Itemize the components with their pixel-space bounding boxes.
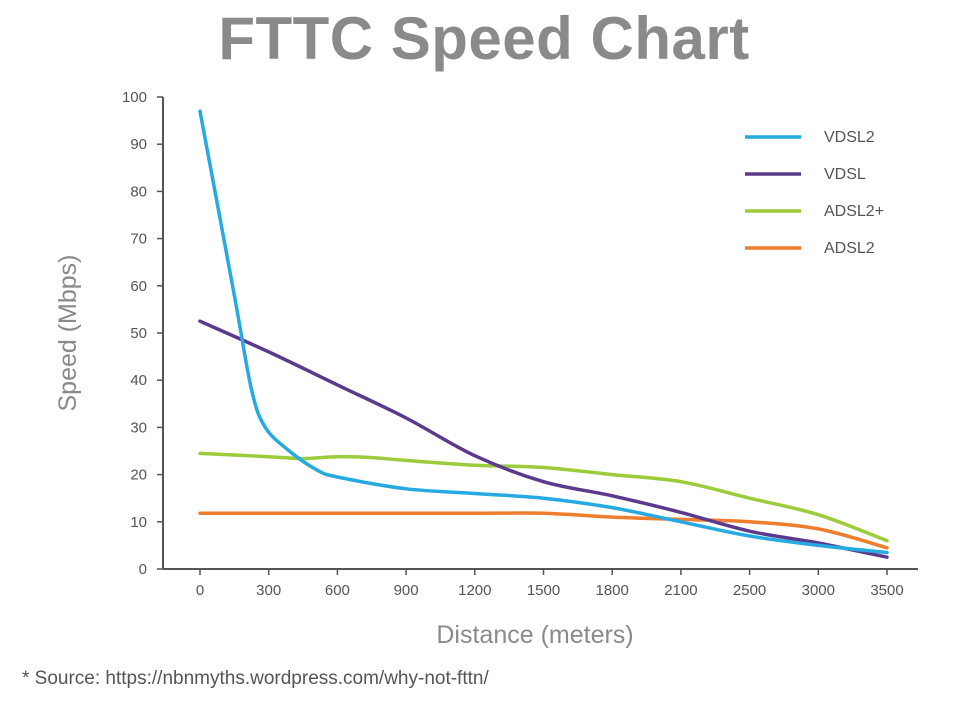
legend-label-vdsl: VDSL [824,166,866,183]
chart-title: FTTC Speed Chart [218,5,750,72]
series-line-adsl2 [198,511,889,550]
y-tick-label: 30 [130,419,147,436]
y-axis-title: Speed (Mbps) [54,254,82,411]
x-axis-title: Distance (meters) [436,621,633,649]
source-note: * Source: https://nbnmyths.wordpress.com… [22,668,489,689]
y-tick-label: 70 [130,231,147,248]
x-tick-label: 2500 [733,582,766,599]
y-tick-label: 80 [130,183,147,200]
x-tick-label: 1200 [458,582,491,599]
y-tick-label: 0 [139,561,147,578]
x-tick-label: 1500 [527,582,560,599]
y-tick-label: 60 [130,278,147,295]
x-tick-label: 300 [256,582,281,599]
y-tick-label: 10 [130,514,147,531]
x-tick-label: 1800 [596,582,629,599]
series-line-vdsl2 [198,109,889,555]
x-tick-label: 3500 [870,582,903,599]
legend: VDSL2 VDSL ADSL2+ ADSL2 [745,129,884,257]
legend-label-adsl2-plus: ADSL2+ [824,203,884,220]
x-tick-label: 0 [196,582,204,599]
x-tick-label: 2100 [664,582,697,599]
series-lines [198,109,889,559]
x-tick-label: 900 [394,582,419,599]
y-tick-label: 100 [122,89,147,106]
series-line-vdsl [198,319,889,559]
y-tick-label: 40 [130,372,147,389]
x-tick-label: 3000 [802,582,835,599]
x-tick-label: 600 [325,582,350,599]
y-tick-label: 50 [130,325,147,342]
x-ticks: 0 300 600 900 1200 1500 1800 2100 2500 3000 3500 [196,569,904,599]
legend-label-vdsl2: VDSL2 [824,129,875,146]
y-tick-label: 20 [130,467,147,484]
y-tick-label: 90 [130,136,147,153]
series-line-adsl2-plus [198,451,889,543]
y-ticks: 0 10 20 30 40 50 60 70 80 90 100 [122,89,163,578]
legend-label-adsl2: ADSL2 [824,240,875,257]
